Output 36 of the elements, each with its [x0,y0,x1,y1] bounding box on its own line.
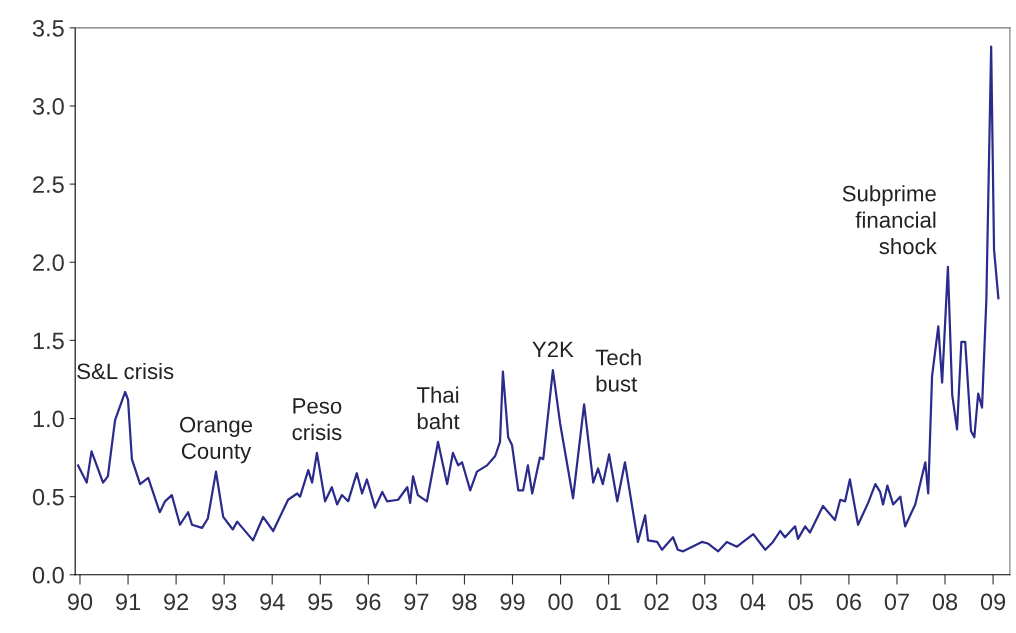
annotation: Subprime financial shock [842,185,937,255]
line-series [76,45,1000,553]
annotation: Peso crisis [292,398,342,441]
x-tick-label: 92 [164,593,189,611]
annotation: Thai baht [416,386,460,430]
annotation: Tech bust [595,349,641,392]
x-tick-label: 02 [644,593,669,611]
annotation: Orange County [179,416,253,464]
x-tick-label: 91 [116,593,141,611]
x-tick-label: 94 [260,593,285,611]
x-tick-label: 96 [356,593,381,611]
y-tick-label: 3.5 [32,19,64,37]
x-tick-label: 95 [308,593,333,611]
x-tick-label: 98 [452,593,477,611]
x-tick-label: 06 [836,593,862,611]
x-tick-label: 97 [404,593,429,611]
annotation: Y2K [532,341,574,358]
x-tick-label: 99 [500,593,525,611]
y-tick-label: 3.0 [32,98,64,115]
y-tick-label: 2.5 [33,176,64,193]
annotation: S&L crisis [77,362,174,380]
y-tick-label: 0.0 [32,566,64,584]
x-tick-label: 05 [788,593,813,611]
x-tick-label: 08 [932,593,958,611]
x-tick-label: 93 [212,593,237,611]
x-tick-label: 00 [548,593,573,611]
x-tick-label: 07 [884,593,909,611]
y-tick-label: 1.0 [33,410,64,428]
x-tick-label: 01 [596,593,621,611]
y-tick-label: 2.0 [33,254,64,272]
x-tick-label: 03 [692,593,717,611]
x-tick-label: 09 [980,593,1006,611]
x-tick-label: 90 [67,593,93,611]
y-tick-label: 0.5 [32,488,64,506]
y-tick-label: 1.5 [33,332,64,350]
x-tick-label: 04 [740,593,766,611]
